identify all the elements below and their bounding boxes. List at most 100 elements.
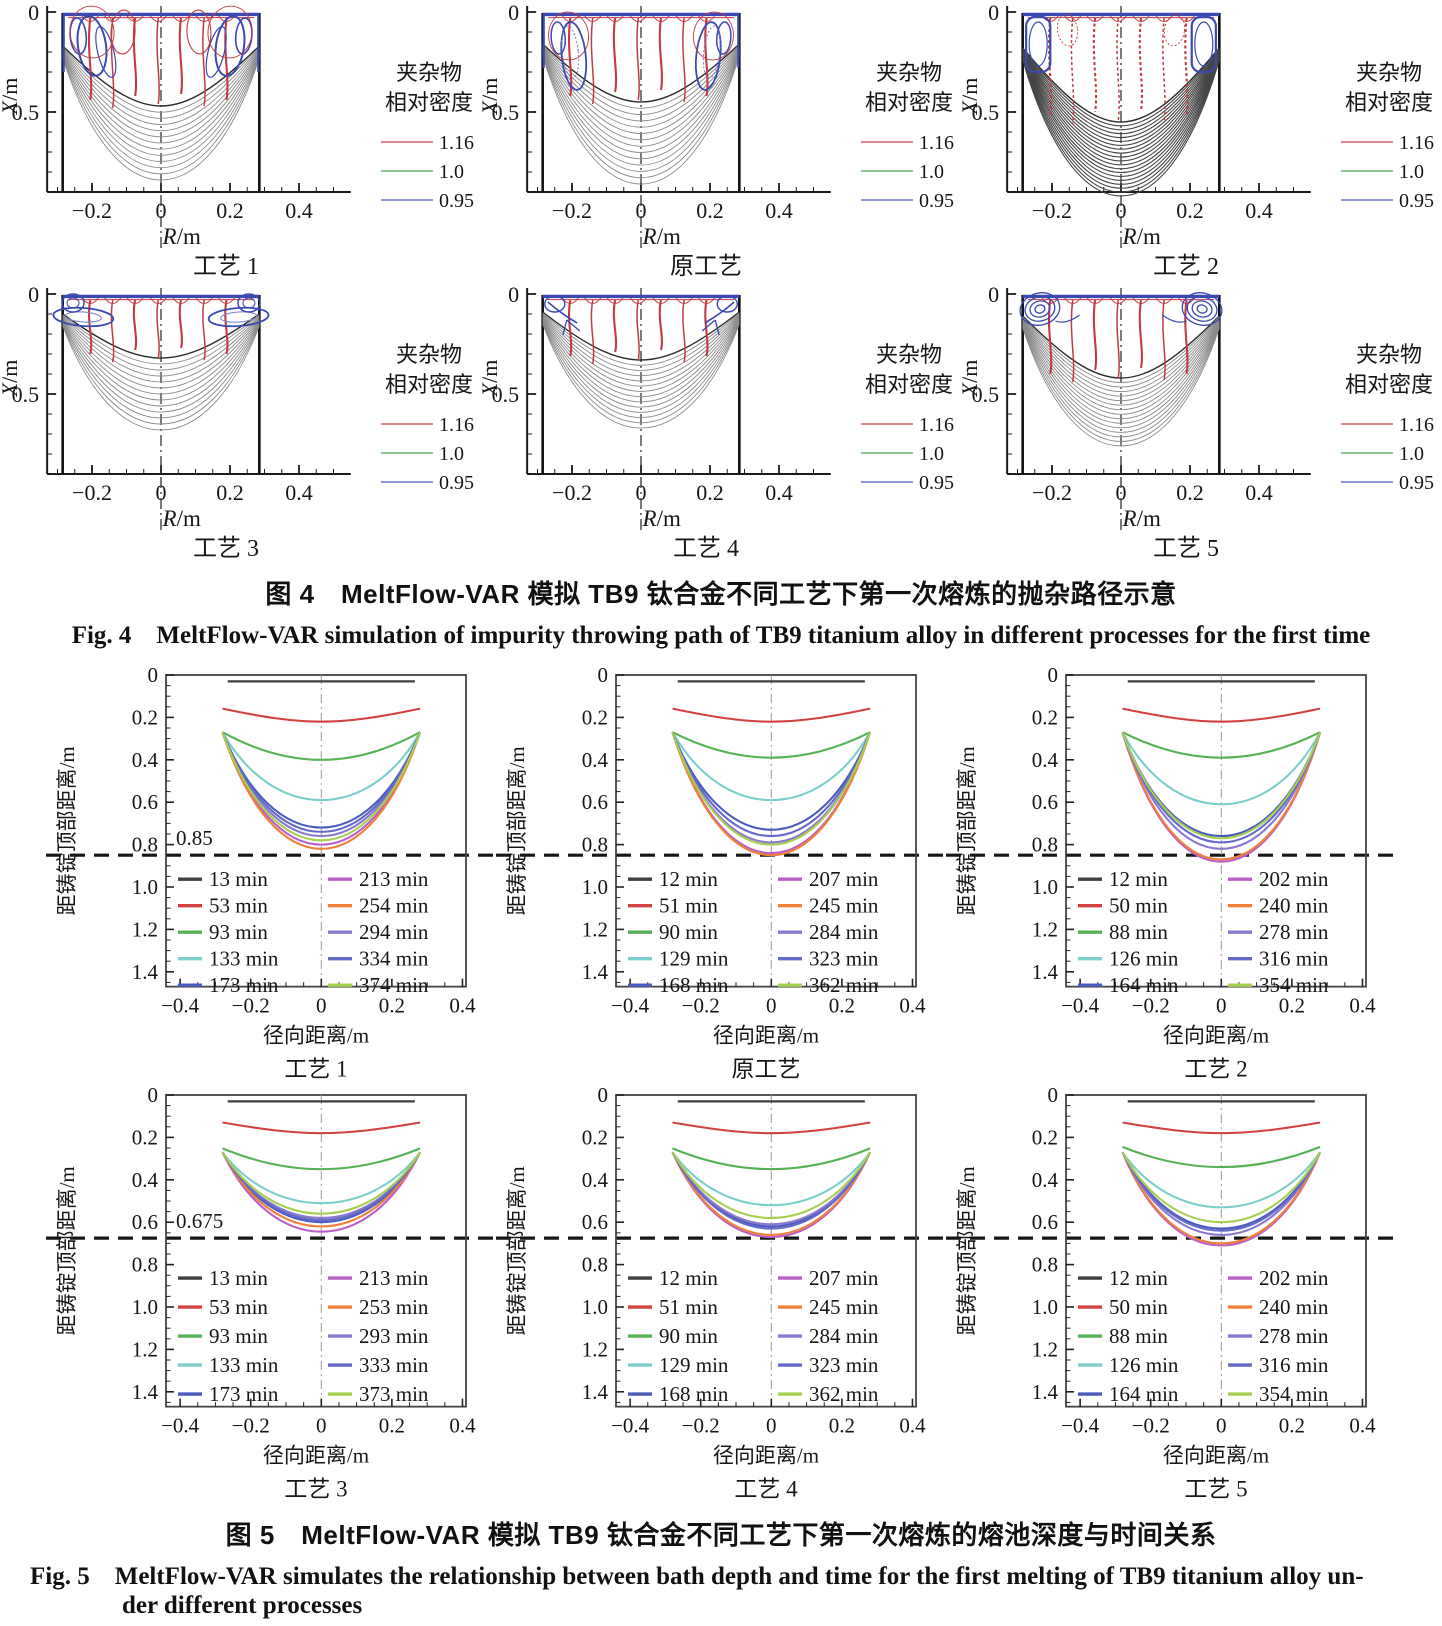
- y-tick-label: 0: [148, 1085, 159, 1107]
- legend-label: 316 min: [1259, 1353, 1329, 1377]
- y-tick-label: 0.8: [132, 833, 158, 857]
- depth-curve: [221, 1151, 421, 1204]
- depth-curve: [671, 731, 872, 831]
- depth-curve: [222, 707, 421, 723]
- fig4-panel-plot: 00.5−0.200.20.4X/mR/m夹杂物相对密度1.161.00.95工…: [961, 0, 1434, 280]
- y-tick-label: 0: [988, 0, 999, 25]
- y-axis-label: X/m: [481, 360, 502, 398]
- legend-label: 323 min: [809, 1353, 879, 1377]
- fig5-panel-1: 0 0.2 0.4 0.6 0.8 1.0 1.2 1.4 −0.4 −0.2 0 0.2 0.4 距铸锭…: [46, 665, 496, 1085]
- x-tick-label: −0.2: [1032, 198, 1072, 223]
- x-tick-label: −0.4: [1061, 1414, 1100, 1438]
- depth-curve: [672, 707, 871, 723]
- legend-label: 207 min: [809, 867, 879, 891]
- fig5-panel-2: 0 0.2 0.4 0.6 0.8 1.0 1.2 1.4 −0.4 −0.2 0 0.2 0.4 距铸锭…: [496, 665, 946, 1085]
- fig5-panel-plot: 0 0.2 0.4 0.6 0.8 1.0 1.2 1.4−0.4 −0.2 0 0.2 0.4 距铸锭…: [46, 665, 496, 1082]
- depth-curve: [1121, 1151, 1322, 1224]
- legend-label: 0.95: [1399, 190, 1434, 212]
- x-tick-label: −0.2: [232, 994, 270, 1018]
- legend-label: 173 min: [209, 973, 279, 997]
- fig5-panel-3: 0 0.2 0.4 0.6 0.8 1.0 1.2 1.4 −0.4 −0.2 0 0.2 0.4 距铸锭…: [946, 665, 1396, 1085]
- axes: [1006, 288, 1311, 475]
- y-tick-label: 0: [148, 665, 159, 687]
- legend-title-line2: 相对密度: [385, 372, 473, 397]
- y-tick-label: 1.2: [132, 1337, 158, 1361]
- figure4-caption-zh: 图 4 MeltFlow-VAR 模拟 TB9 钛合金不同工艺下第一次熔炼的抛杂…: [265, 579, 1177, 609]
- y-tick-label: 0.4: [582, 1168, 609, 1192]
- depth-curve: [1121, 731, 1322, 806]
- legend-label: 354 min: [1259, 1382, 1329, 1406]
- y-axis-label: X/m: [961, 78, 982, 116]
- x-axis-label: R/m: [162, 506, 201, 531]
- figure5-caption-en-line2: der different processes: [122, 1592, 363, 1619]
- x-tick-label: −0.2: [552, 198, 592, 223]
- legend-label: 126 min: [1109, 1353, 1179, 1377]
- legend: 13 min 53 min 93 min 133 min 173 min 213 min 2…: [178, 1266, 429, 1406]
- legend-label: 133 min: [209, 1353, 279, 1377]
- depth-curve: [1121, 731, 1322, 844]
- x-axis-label: 径向距离/m: [1163, 1024, 1269, 1048]
- y-tick-label: 0.5: [12, 100, 40, 125]
- y-tick-label: 0: [28, 0, 39, 25]
- y-tick-label: 0.5: [972, 382, 1000, 407]
- legend-label: 362 min: [809, 973, 879, 997]
- y-tick-label: 1.4: [1032, 960, 1059, 984]
- y-tick-label: 0: [988, 282, 999, 307]
- y-tick-label: 1.4: [1032, 1380, 1059, 1404]
- x-tick-label: −0.4: [611, 994, 650, 1018]
- legend-label: 0.95: [1399, 472, 1434, 494]
- legend-title-line2: 相对密度: [865, 372, 953, 397]
- fig4-panel-2: 00.5−0.200.20.4X/mR/m夹杂物相对密度1.161.00.95原…: [481, 0, 961, 282]
- x-tick-label: 0.2: [216, 480, 244, 505]
- axes: [1066, 674, 1364, 987]
- y-tick-label: 0.5: [12, 382, 40, 407]
- legend-label: 213 min: [359, 1266, 429, 1290]
- x-tick-label: 0.2: [379, 994, 405, 1018]
- impurity-paths-1p16: [1027, 297, 1215, 383]
- y-tick-label: 0: [28, 282, 39, 307]
- y-tick-label: 1.2: [1032, 1337, 1058, 1361]
- depth-curve: [221, 731, 421, 761]
- legend-label: 1.16: [919, 414, 954, 436]
- legend-label: 51 min: [659, 1295, 718, 1319]
- legend-label: 164 min: [1109, 1382, 1179, 1406]
- fig5-panel-plot: 0 0.2 0.4 0.6 0.8 1.0 1.2 1.4−0.4 −0.2 0 0.2 0.4 距铸锭…: [946, 665, 1396, 1082]
- y-tick-label: 0.8: [132, 1253, 158, 1277]
- y-tick-label: 0.6: [582, 1210, 608, 1234]
- y-tick-label: 0.6: [132, 1210, 158, 1234]
- plot-box: [615, 674, 917, 988]
- legend-label: 129 min: [659, 1353, 729, 1377]
- x-axis-label: R/m: [642, 506, 681, 531]
- fig4-panel-svg: 00.5−0.200.20.4X/mR/m夹杂物相对密度1.161.00.95原…: [481, 0, 954, 280]
- figure4-panels: 00.5−0.200.20.4X/mR/m夹杂物相对密度1.161.00.95工…: [1, 0, 1441, 564]
- fig5-panel-plot: 0 0.2 0.4 0.6 0.8 1.0 1.2 1.4−0.4 −0.2 0 0.2 0.4 距铸锭…: [496, 1085, 946, 1502]
- y-tick-label: 0.2: [1032, 705, 1058, 729]
- legend-label: 1.16: [439, 414, 474, 436]
- y-tick-label: 1.0: [1032, 1295, 1058, 1319]
- legend-label: 1.0: [439, 443, 464, 465]
- fig4-panel-plot: 00.5−0.200.20.4X/mR/m夹杂物相对密度1.161.00.95原…: [481, 0, 954, 280]
- fig4-panel-svg: 00.5−0.200.20.4X/mR/m夹杂物相对密度1.161.00.95工…: [961, 0, 1434, 280]
- fig4-panel-plot: 00.5−0.200.20.4X/mR/m夹杂物相对密度1.161.00.95工…: [1, 0, 474, 280]
- legend-label: 90 min: [659, 1324, 718, 1348]
- legend-label: 373 min: [359, 1382, 429, 1406]
- x-axis-label: 径向距离/m: [263, 1444, 369, 1468]
- legend-label: 168 min: [659, 973, 729, 997]
- x-tick-label: 0.2: [696, 198, 724, 223]
- y-tick-label: 0: [508, 282, 519, 307]
- depth-curve: [1122, 1121, 1321, 1135]
- depth-curve: [671, 731, 872, 802]
- y-tick-label: 1.0: [1032, 875, 1058, 899]
- y-tick-label: 0: [598, 1085, 609, 1107]
- axes: [46, 288, 351, 475]
- pool-profile-curves: [1022, 47, 1220, 197]
- figure4-section: 00.5−0.200.20.4X/mR/m夹杂物相对密度1.161.00.95工…: [0, 0, 1442, 651]
- fig4-panel-plot: 00.5−0.200.20.4X/mR/m夹杂物相对密度1.161.00.95工…: [481, 282, 954, 562]
- x-axis-label: 径向距离/m: [1163, 1444, 1269, 1468]
- panel-title: 工艺 3: [193, 535, 259, 562]
- legend-label: 253 min: [359, 1295, 429, 1319]
- y-axis-label: X/m: [1, 360, 22, 398]
- fig5-panel-5: 0 0.2 0.4 0.6 0.8 1.0 1.2 1.4 −0.4 −0.2 0 0.2 0.4 距铸锭…: [496, 1085, 946, 1505]
